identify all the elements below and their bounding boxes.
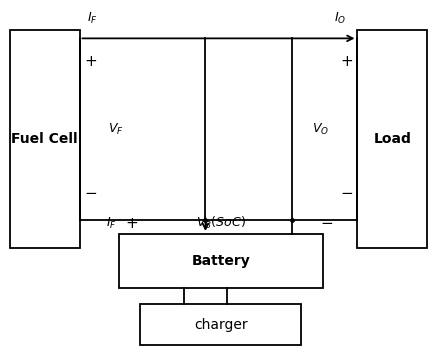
Bar: [357, 29, 427, 248]
Text: $V_B(SoC)$: $V_B(SoC)$: [196, 215, 246, 231]
Text: $I_F$: $I_F$: [87, 11, 98, 26]
Text: $V_O$: $V_O$: [312, 121, 329, 137]
Text: $V_F$: $V_F$: [108, 121, 124, 137]
Text: +: +: [340, 54, 353, 69]
Text: $I_F$: $I_F$: [106, 216, 116, 231]
Text: charger: charger: [194, 318, 247, 332]
Text: −: −: [321, 216, 333, 231]
Text: $I_O$: $I_O$: [334, 11, 346, 26]
Text: Fuel Cell: Fuel Cell: [11, 132, 78, 146]
Text: Battery: Battery: [191, 254, 250, 268]
Text: −: −: [84, 186, 97, 201]
Bar: [140, 304, 301, 345]
Text: Load: Load: [373, 132, 411, 146]
Bar: [118, 234, 323, 289]
Bar: [10, 29, 80, 248]
Text: +: +: [125, 216, 138, 231]
Text: −: −: [340, 186, 353, 201]
Text: +: +: [84, 54, 97, 69]
